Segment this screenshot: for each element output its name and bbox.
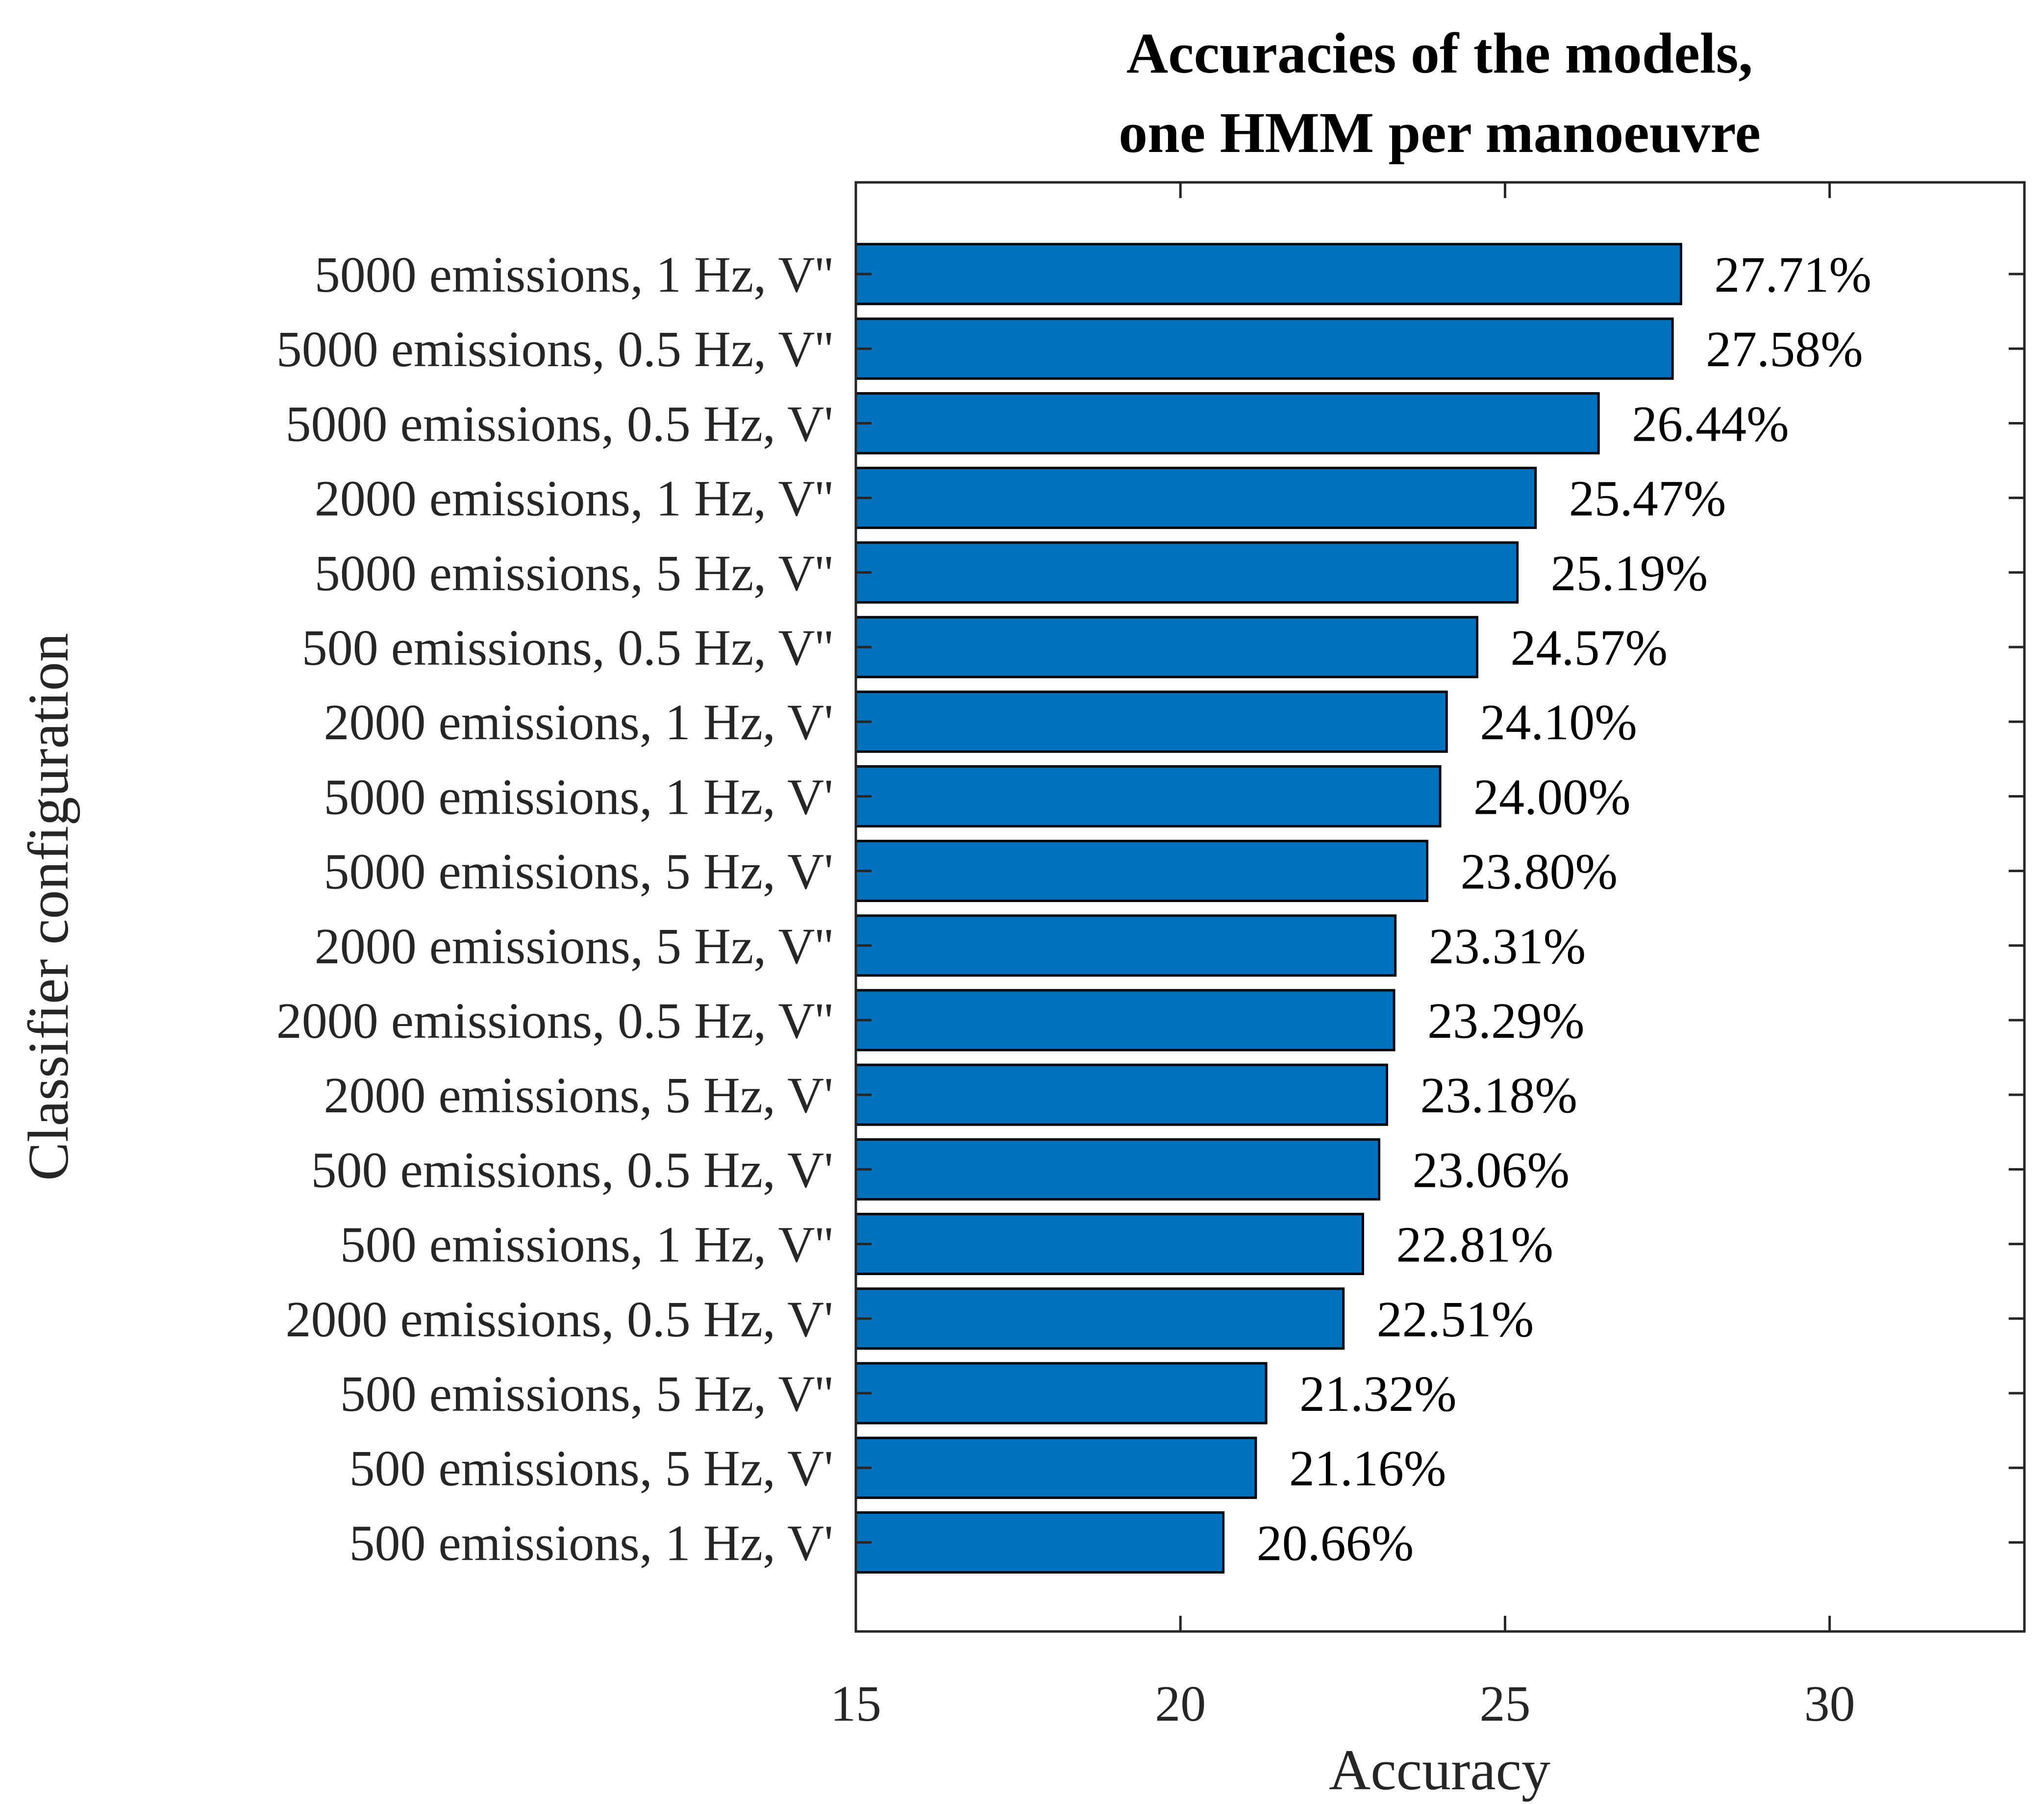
y-tick-label: 500 emissions, 1 Hz, V' xyxy=(349,1515,834,1571)
bar-value-label: 25.19% xyxy=(1551,545,1708,601)
y-tick-label: 500 emissions, 1 Hz, V'' xyxy=(340,1217,833,1273)
bar xyxy=(854,1362,1268,1425)
y-tick-label: 2000 emissions, 1 Hz, V' xyxy=(324,694,834,751)
bar xyxy=(854,392,1600,454)
bar xyxy=(854,840,1429,902)
bar-value-label: 23.31% xyxy=(1429,918,1586,975)
bar xyxy=(854,541,1519,604)
chart-title-line-2: one HMM per manoeuvre xyxy=(1119,100,1761,165)
bar xyxy=(854,1287,1345,1350)
bar xyxy=(854,1063,1388,1126)
bar-value-label: 20.66% xyxy=(1257,1515,1414,1571)
x-tick-label: 15 xyxy=(830,1676,881,1732)
bar-value-label: 23.06% xyxy=(1413,1142,1570,1198)
y-tick-label: 500 emissions, 0.5 Hz, V'' xyxy=(302,620,833,676)
bar xyxy=(854,914,1397,977)
y-tick-label: 2000 emissions, 0.5 Hz, V'' xyxy=(276,993,833,1049)
y-tick-label: 5000 emissions, 5 Hz, V'' xyxy=(315,545,833,601)
plot-frame xyxy=(854,181,2026,1633)
bar xyxy=(854,243,1682,305)
bar-value-label: 26.44% xyxy=(1632,396,1789,452)
bar-value-label: 24.10% xyxy=(1480,694,1637,751)
bar-value-label: 27.71% xyxy=(1714,247,1871,303)
x-tick-label: 25 xyxy=(1479,1676,1530,1732)
bar-value-label: 21.32% xyxy=(1299,1366,1457,1422)
y-tick-label: 5000 emissions, 0.5 Hz, V' xyxy=(286,396,834,452)
y-axis-label: Classifier configuration xyxy=(16,633,80,1180)
y-tick-label: 5000 emissions, 1 Hz, V'' xyxy=(315,247,833,303)
y-tick-label: 5000 emissions, 0.5 Hz, V'' xyxy=(276,321,833,377)
chart-title-line-1: Accuracies of the models, xyxy=(1126,21,1753,85)
bar-value-label: 24.00% xyxy=(1473,769,1631,825)
bar-value-label: 27.58% xyxy=(1706,321,1863,377)
bar xyxy=(854,1213,1364,1276)
bar-value-label: 22.81% xyxy=(1396,1217,1553,1273)
bar xyxy=(854,765,1442,827)
bar xyxy=(854,616,1478,678)
bar-value-label: 23.80% xyxy=(1461,844,1618,900)
bar-value-label: 23.29% xyxy=(1427,993,1585,1049)
y-tick-label: 500 emissions, 5 Hz, V'' xyxy=(340,1366,833,1422)
bar xyxy=(854,1138,1381,1201)
bar xyxy=(854,690,1448,753)
bar-value-label: 21.16% xyxy=(1289,1440,1446,1497)
y-tick-label: 2000 emissions, 1 Hz, V'' xyxy=(315,471,833,527)
y-tick-label: 5000 emissions, 5 Hz, V' xyxy=(324,844,834,900)
bar xyxy=(854,467,1537,529)
bar xyxy=(854,1511,1225,1574)
bars-group: 27.71% 27.58% 26.44% 25.47% 25.19% 24.57% 24.1… xyxy=(854,243,1871,1574)
y-tick-label: 2000 emissions, 0.5 Hz, V' xyxy=(286,1291,834,1348)
bar-value-label: 24.57% xyxy=(1510,620,1668,676)
x-tick-label: 20 xyxy=(1155,1676,1206,1732)
x-tick-label: 30 xyxy=(1804,1676,1855,1732)
bar-value-label: 25.47% xyxy=(1569,471,1726,527)
y-tick-label: 500 emissions, 5 Hz, V' xyxy=(349,1440,834,1497)
y-tick-label: 500 emissions, 0.5 Hz, V' xyxy=(311,1142,834,1198)
y-tick-label: 2000 emissions, 5 Hz, V' xyxy=(324,1067,834,1124)
bar xyxy=(854,1436,1257,1499)
ticks-group: 5000 emissions, 1 Hz, V'' 5000 emissions,… xyxy=(276,182,2024,1732)
x-axis-label: Accuracy xyxy=(1329,1738,1550,1802)
y-tick-label: 2000 emissions, 5 Hz, V'' xyxy=(315,918,833,975)
bar-value-label: 23.18% xyxy=(1420,1067,1577,1124)
y-tick-label: 5000 emissions, 1 Hz, V' xyxy=(324,769,834,825)
bar xyxy=(854,989,1396,1052)
bar xyxy=(854,317,1674,380)
bar-value-label: 22.51% xyxy=(1377,1291,1534,1348)
